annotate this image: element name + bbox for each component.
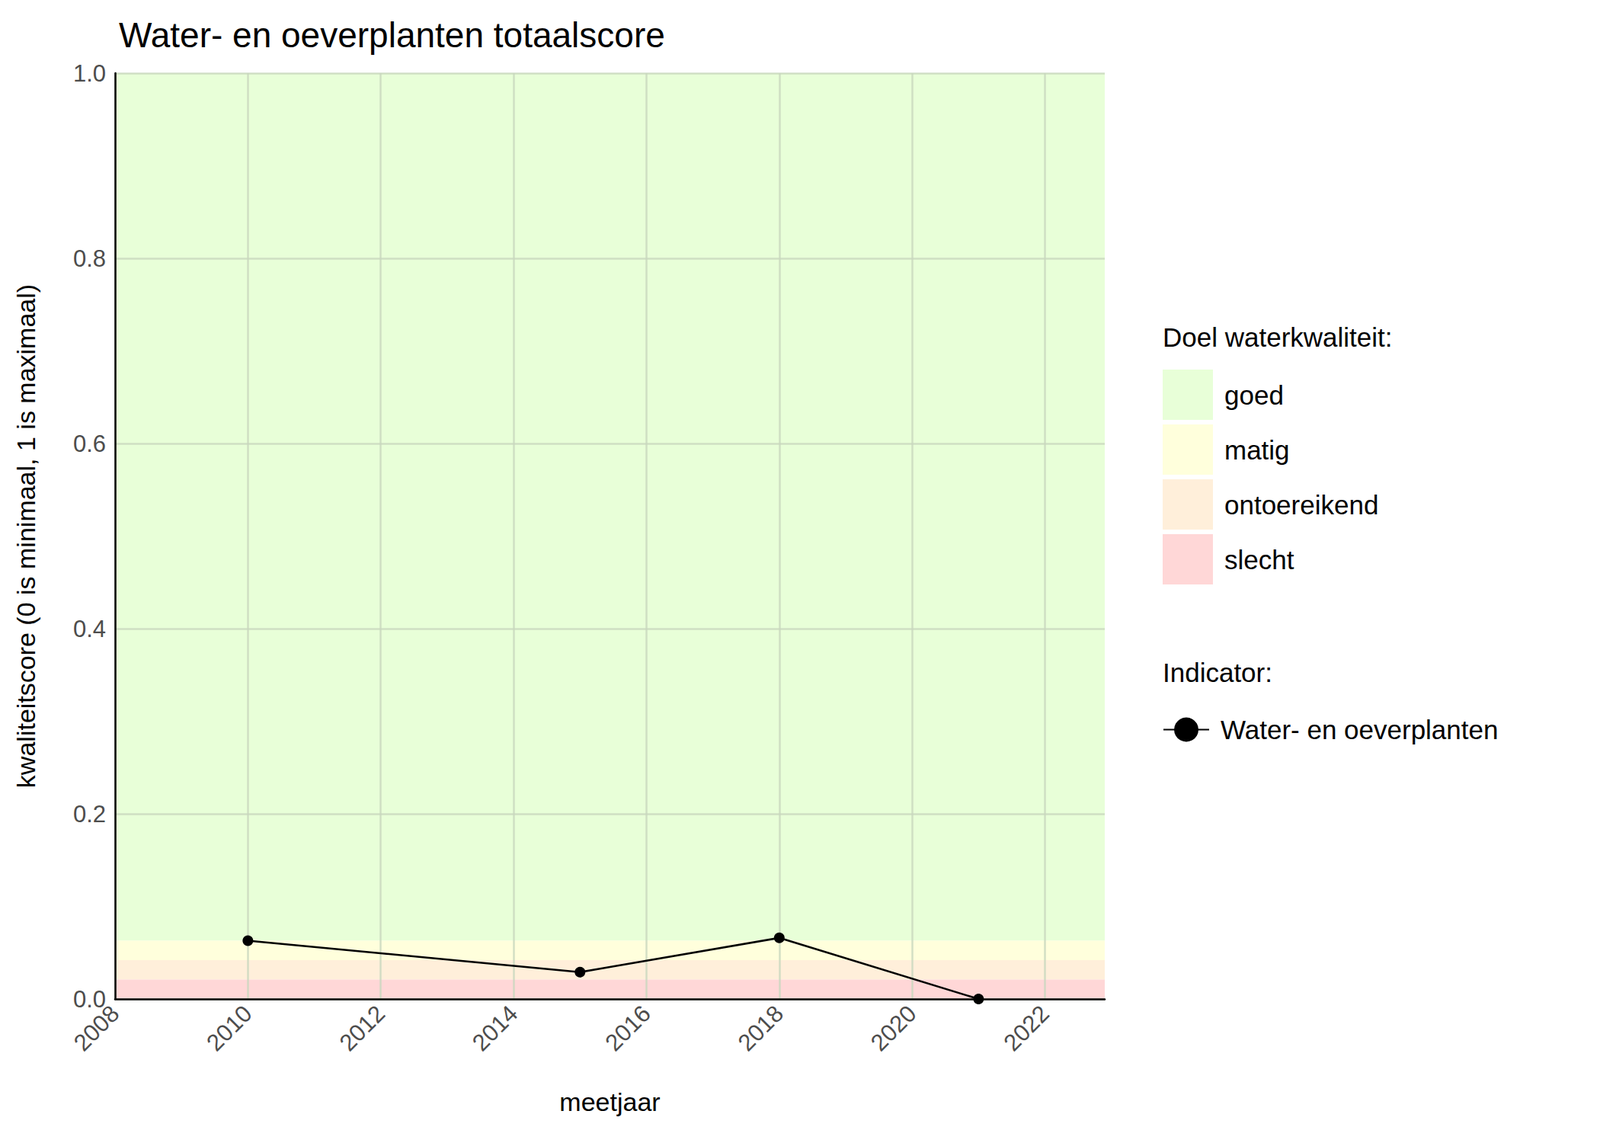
- svg-text:2008: 2008: [68, 1000, 125, 1056]
- svg-text:0.2: 0.2: [73, 800, 106, 828]
- svg-text:2016: 2016: [599, 1000, 656, 1056]
- svg-text:2018: 2018: [732, 1000, 789, 1056]
- svg-text:2022: 2022: [998, 1000, 1054, 1056]
- svg-text:0.4: 0.4: [73, 615, 106, 643]
- svg-text:Water- en oeverplanten totaals: Water- en oeverplanten totaalscore: [118, 15, 666, 55]
- svg-text:0.6: 0.6: [73, 430, 106, 458]
- svg-text:0.0: 0.0: [73, 985, 106, 1013]
- svg-text:matig: matig: [1224, 435, 1290, 465]
- svg-text:0.8: 0.8: [73, 245, 106, 272]
- svg-text:2012: 2012: [334, 1000, 391, 1056]
- svg-text:1.0: 1.0: [73, 60, 106, 87]
- svg-text:slecht: slecht: [1224, 544, 1295, 575]
- svg-text:Water- en oeverplanten: Water- en oeverplanten: [1220, 714, 1498, 745]
- svg-text:Indicator:: Indicator:: [1162, 657, 1273, 688]
- svg-text:2010: 2010: [201, 1000, 257, 1056]
- svg-text:ontoereikend: ontoereikend: [1224, 489, 1379, 520]
- svg-text:2020: 2020: [865, 1000, 922, 1056]
- svg-text:2014: 2014: [467, 1000, 523, 1056]
- svg-text:kwaliteitscore (0 is minimaal,: kwaliteitscore (0 is minimaal, 1 is maxi…: [11, 284, 41, 788]
- svg-text:Doel waterkwaliteit:: Doel waterkwaliteit:: [1162, 322, 1393, 352]
- svg-text:goed: goed: [1224, 380, 1284, 410]
- svg-text:meetjaar: meetjaar: [559, 1087, 660, 1117]
